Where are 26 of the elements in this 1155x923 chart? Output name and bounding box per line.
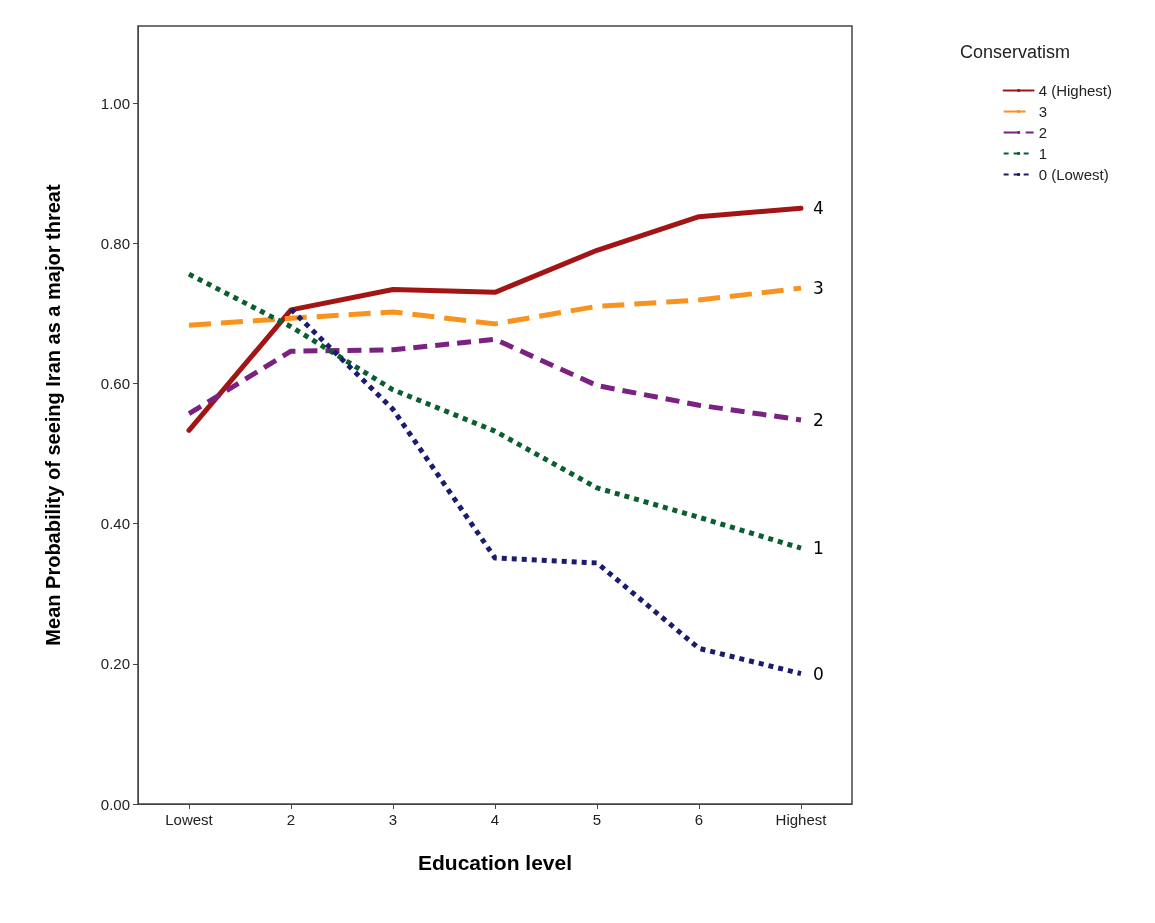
x-tick-label: Highest: [775, 811, 828, 828]
legend-label: 4 (Highest): [1038, 82, 1112, 99]
y-tick-label: 1.00: [100, 94, 130, 112]
y-tick-label: 0.60: [100, 374, 130, 392]
x-axis-title: Education level: [417, 851, 573, 874]
annotation: 2: [813, 409, 824, 430]
annotation: 3: [813, 278, 824, 299]
y-axis-title: Mean Probability of seeing Iran as a major threat: [42, 184, 64, 646]
x-tick-label: 3: [388, 811, 398, 828]
y-tick-label: 0.40: [100, 515, 130, 533]
x-tick-label: 6: [694, 811, 704, 828]
x-tick-label: Lowest: [165, 811, 214, 828]
y-tick-label: 0.00: [100, 795, 130, 813]
legend-title: Conservatism: [959, 42, 1070, 62]
y-tick-label: 0.80: [100, 234, 130, 252]
legend-label: 2: [1038, 124, 1047, 141]
legend-label: 0 (Lowest): [1038, 166, 1109, 183]
annotation: 1: [813, 538, 824, 559]
x-tick-label: 2: [286, 811, 296, 828]
x-tick-label: 4: [490, 811, 500, 828]
annotation: 4: [813, 198, 824, 219]
legend-label: 3: [1038, 103, 1047, 120]
annotation: 0: [813, 663, 824, 684]
legend-label: 1: [1038, 145, 1047, 162]
y-tick-label: 0.20: [100, 655, 130, 673]
x-tick-label: 5: [592, 811, 602, 828]
